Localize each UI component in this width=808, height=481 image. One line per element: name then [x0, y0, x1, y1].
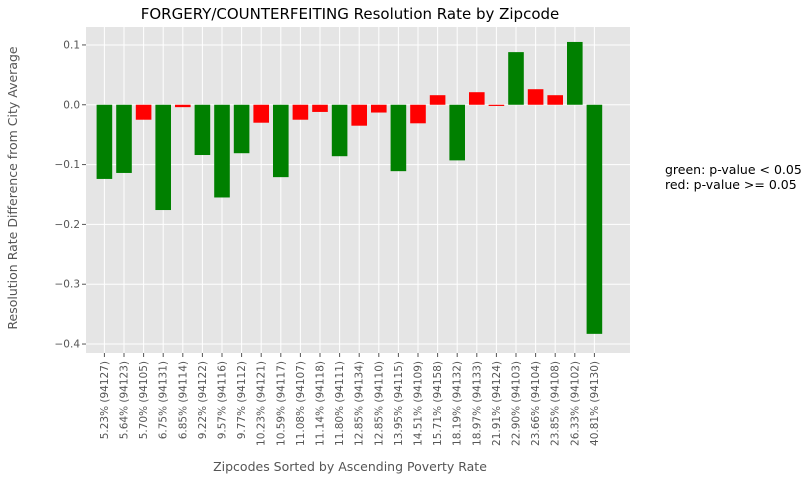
- x-tick-label: 18.97% (94133): [471, 361, 483, 446]
- x-tick-label: 11.08% (94107): [295, 361, 307, 446]
- x-tick-label: 5.23% (94127): [99, 361, 111, 439]
- x-tick-label: 26.33% (94102): [569, 361, 581, 446]
- bar-group: [96, 41, 603, 334]
- x-tick-label: 5.64% (94123): [119, 361, 131, 439]
- x-tick-label: 10.59% (94117): [275, 361, 287, 446]
- y-axis-label: Resolution Rate Difference from City Ave…: [5, 46, 20, 330]
- x-tick-label: 9.22% (94122): [197, 361, 209, 439]
- bar: [449, 104, 465, 161]
- x-tick-label: 11.80% (94111): [334, 361, 346, 446]
- bar: [527, 89, 544, 105]
- y-axis-ticks: 0.1 0.0 −0.1 −0.2 −0.3 −0.4: [55, 39, 86, 351]
- y-tick-label: −0.2: [55, 219, 81, 231]
- bar: [292, 104, 309, 120]
- x-tick-label: 18.19% (94132): [452, 361, 464, 446]
- x-axis-ticks: 5.23% (94127) 5.64% (94123) 5.70% (94105) 6…: [99, 353, 601, 446]
- plot-area: [86, 27, 630, 353]
- x-tick-label: 9.57% (94116): [217, 361, 229, 439]
- x-tick-label: 23.85% (94108): [550, 361, 562, 446]
- bar: [116, 104, 132, 173]
- bar: [390, 104, 407, 172]
- bar: [273, 104, 289, 178]
- y-tick-label: −0.3: [55, 279, 81, 291]
- x-tick-label: 14.51% (94109): [413, 361, 425, 446]
- x-tick-label: 23.66% (94104): [530, 361, 542, 446]
- x-tick-label: 12.85% (94110): [373, 361, 385, 446]
- bar: [429, 95, 446, 105]
- x-tick-label: 40.81% (94130): [589, 361, 601, 446]
- x-axis-label: Zipcodes Sorted by Ascending Poverty Rat…: [213, 459, 487, 474]
- x-tick-label: 12.85% (94134): [354, 361, 366, 446]
- legend-note-red: red: p-value >= 0.05: [665, 177, 797, 192]
- y-tick-label: −0.1: [55, 159, 81, 171]
- x-tick-label: 6.75% (94131): [158, 361, 170, 439]
- x-tick-label: 6.85% (94114): [177, 361, 189, 439]
- bar: [233, 104, 250, 154]
- bar: [567, 41, 583, 105]
- x-tick-label: 9.77% (94112): [236, 361, 248, 439]
- x-tick-label: 21.91% (94124): [491, 361, 503, 446]
- y-tick-label: 0.1: [63, 39, 80, 51]
- chart-title: FORGERY/COUNTERFEITING Resolution Rate b…: [141, 5, 560, 23]
- bar: [331, 104, 348, 157]
- x-tick-label: 15.71% (94158): [432, 361, 444, 446]
- x-tick-label: 22.90% (94103): [511, 361, 523, 446]
- x-tick-label: 11.14% (94118): [315, 361, 327, 446]
- bar: [135, 104, 152, 120]
- bar: [547, 95, 563, 105]
- bar: [96, 104, 113, 179]
- bar: [508, 52, 524, 105]
- bar: [351, 104, 367, 126]
- bar: [214, 104, 230, 198]
- bar: [488, 104, 505, 106]
- y-tick-label: −0.4: [55, 339, 81, 351]
- bar: [586, 104, 603, 334]
- legend-note-green: green: p-value < 0.05: [665, 162, 802, 177]
- bar: [410, 104, 426, 124]
- bar: [175, 104, 191, 108]
- bar: [312, 104, 328, 112]
- bar: [155, 104, 171, 211]
- x-tick-label: 13.95% (94115): [393, 361, 405, 446]
- bar: [253, 104, 269, 123]
- y-tick-label: 0.0: [63, 99, 80, 111]
- x-tick-label: 10.23% (94121): [256, 361, 268, 446]
- bar: [469, 92, 485, 105]
- x-tick-label: 5.70% (94105): [138, 361, 150, 439]
- bar: [371, 104, 387, 113]
- bar: [194, 104, 211, 156]
